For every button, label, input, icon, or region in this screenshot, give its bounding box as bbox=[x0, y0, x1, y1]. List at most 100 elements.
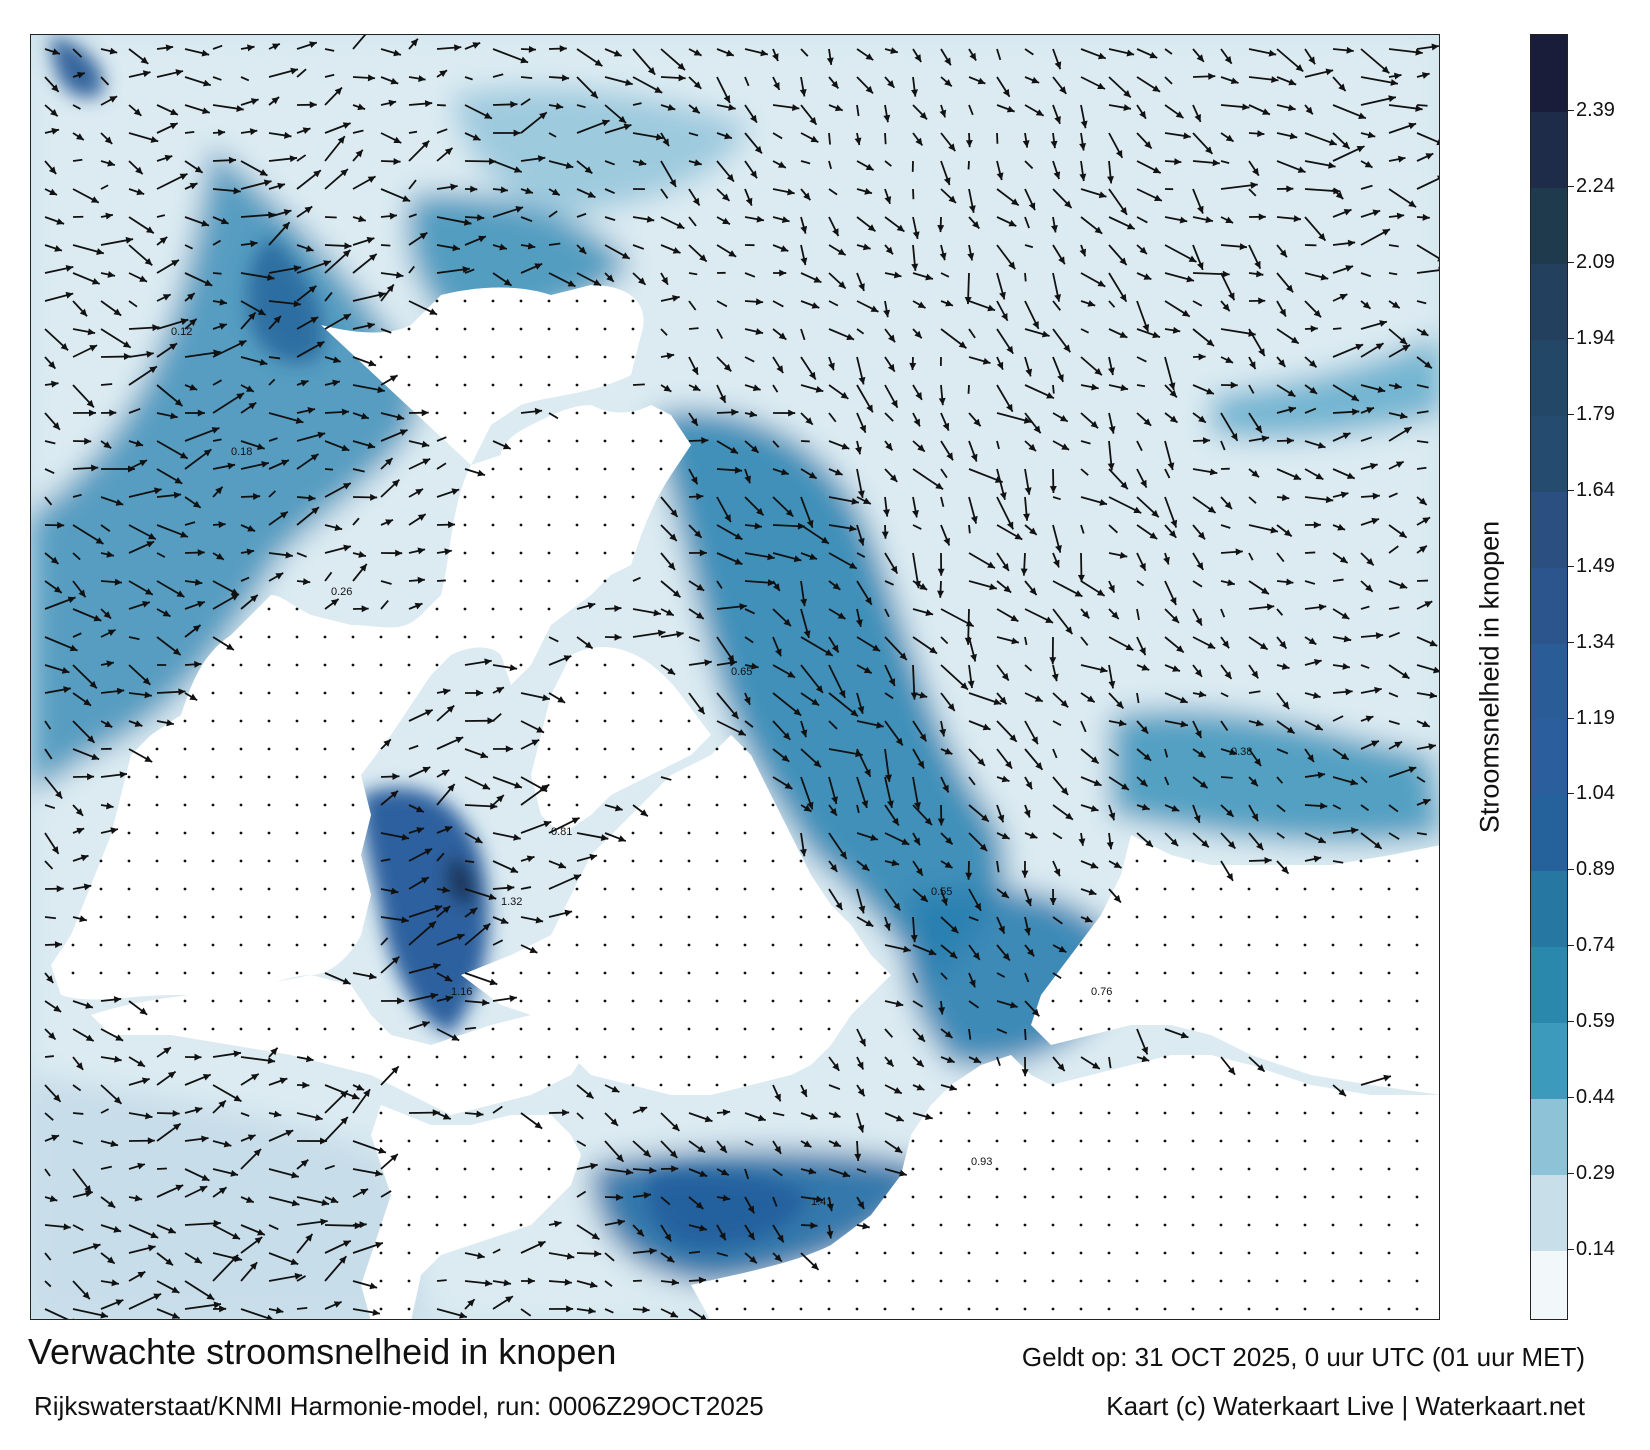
current-arrow bbox=[1304, 468, 1324, 481]
current-arrow bbox=[660, 1165, 679, 1173]
current-arrow bbox=[1107, 1139, 1111, 1143]
current-arrow bbox=[44, 244, 63, 252]
current-arrow bbox=[1388, 426, 1413, 442]
current-arrow bbox=[296, 379, 309, 387]
current-arrow bbox=[436, 436, 447, 442]
current-arrow bbox=[771, 943, 775, 947]
current-arrow bbox=[575, 915, 579, 919]
current-arrow bbox=[156, 719, 174, 727]
current-arrow bbox=[1248, 552, 1254, 561]
current-arrow bbox=[492, 995, 517, 1002]
current-arrow bbox=[1276, 215, 1302, 223]
current-arrow bbox=[744, 496, 765, 516]
current-arrow bbox=[1332, 688, 1353, 696]
current-arrow bbox=[72, 71, 86, 79]
current-arrow bbox=[295, 803, 299, 807]
current-arrow bbox=[296, 1218, 328, 1226]
land-middle bbox=[461, 735, 891, 1095]
current-arrow bbox=[631, 411, 635, 415]
colorbar-tickmark bbox=[1568, 109, 1574, 111]
current-arrow bbox=[856, 216, 877, 233]
current-arrow bbox=[716, 103, 736, 111]
current-arrow bbox=[352, 468, 365, 473]
map-credit[interactable]: Kaart (c) Waterkaart Live | Waterkaart.n… bbox=[1106, 1391, 1585, 1421]
current-arrow bbox=[996, 916, 1006, 934]
current-arrow bbox=[743, 1083, 747, 1087]
current-arrow bbox=[1080, 356, 1103, 376]
current-arrow bbox=[1332, 635, 1352, 643]
current-arrow bbox=[435, 355, 439, 359]
current-arrow bbox=[520, 916, 544, 924]
current-arrow bbox=[548, 1278, 572, 1286]
current-arrow bbox=[156, 1070, 177, 1086]
current-arrow bbox=[519, 327, 523, 331]
current-arrow bbox=[688, 216, 697, 227]
current-arrow bbox=[184, 578, 203, 586]
current-arrow bbox=[352, 384, 385, 394]
current-arrow bbox=[631, 523, 635, 527]
current-arrow bbox=[603, 439, 607, 443]
current-arrow bbox=[128, 664, 151, 686]
current-arrow bbox=[156, 172, 188, 190]
current-arrow bbox=[1247, 943, 1251, 947]
current-arrow bbox=[604, 160, 615, 166]
current-arrow bbox=[463, 551, 467, 555]
current-arrow bbox=[1248, 496, 1257, 504]
current-arrow bbox=[324, 1196, 339, 1204]
current-arrow bbox=[632, 244, 645, 250]
current-arrow bbox=[1331, 1195, 1335, 1199]
current-arrow bbox=[883, 1195, 887, 1199]
current-arrow bbox=[996, 272, 1006, 300]
current-arrow bbox=[939, 1223, 943, 1227]
current-arrow bbox=[548, 1305, 574, 1313]
current-arrow bbox=[1080, 188, 1107, 199]
current-arrow bbox=[1248, 244, 1262, 270]
current-arrow bbox=[632, 1166, 657, 1174]
current-arrow bbox=[800, 1112, 818, 1120]
current-arrow bbox=[1360, 632, 1384, 640]
current-arrow bbox=[1078, 832, 1086, 846]
current-arrow bbox=[72, 827, 85, 835]
current-arrow bbox=[1164, 326, 1181, 334]
current-arrow bbox=[744, 384, 761, 392]
current-arrow bbox=[1276, 720, 1296, 735]
current-arrow bbox=[1247, 1139, 1251, 1143]
current-arrow bbox=[1415, 971, 1419, 975]
current-arrow bbox=[1360, 686, 1382, 694]
current-arrow bbox=[1191, 971, 1195, 975]
current-arrow bbox=[1164, 748, 1169, 758]
current-arrow bbox=[1135, 1195, 1139, 1199]
current-arrow bbox=[1051, 1195, 1055, 1199]
current-arrow bbox=[463, 299, 467, 303]
current-arrow bbox=[632, 1191, 652, 1199]
current-arrow bbox=[715, 831, 719, 835]
current-arrow bbox=[1247, 915, 1251, 919]
current-arrow bbox=[800, 216, 808, 234]
current-arrow bbox=[408, 744, 419, 750]
current-arrow bbox=[1220, 776, 1233, 779]
current-arrow bbox=[995, 1195, 999, 1199]
current-arrow bbox=[184, 660, 202, 668]
current-arrow bbox=[687, 943, 691, 947]
current-arrow bbox=[744, 468, 751, 484]
current-arrow bbox=[267, 775, 271, 779]
current-arrow bbox=[1164, 356, 1176, 391]
current-arrow bbox=[855, 999, 859, 1003]
current-arrow bbox=[911, 1195, 915, 1199]
current-arrow bbox=[744, 160, 758, 179]
current-arrow bbox=[940, 664, 969, 691]
current-arrow bbox=[268, 356, 281, 360]
current-speed-map[interactable]: 1.16 1.32 1.41 0.93 0.81 0.76 0.65 0.55 0.38 0.26… bbox=[30, 34, 1440, 1320]
current-arrow bbox=[1136, 748, 1152, 762]
current-arrow bbox=[72, 1224, 84, 1232]
current-arrow bbox=[44, 552, 60, 565]
current-arrow bbox=[603, 971, 607, 975]
current-arrow bbox=[938, 1000, 946, 1015]
current-arrow bbox=[1136, 356, 1147, 363]
current-arrow bbox=[1388, 580, 1408, 589]
current-arrow bbox=[660, 384, 672, 393]
current-arrow bbox=[268, 1196, 300, 1207]
current-arrow bbox=[380, 832, 410, 841]
current-arrow bbox=[240, 179, 272, 190]
current-arrow bbox=[1248, 776, 1259, 787]
